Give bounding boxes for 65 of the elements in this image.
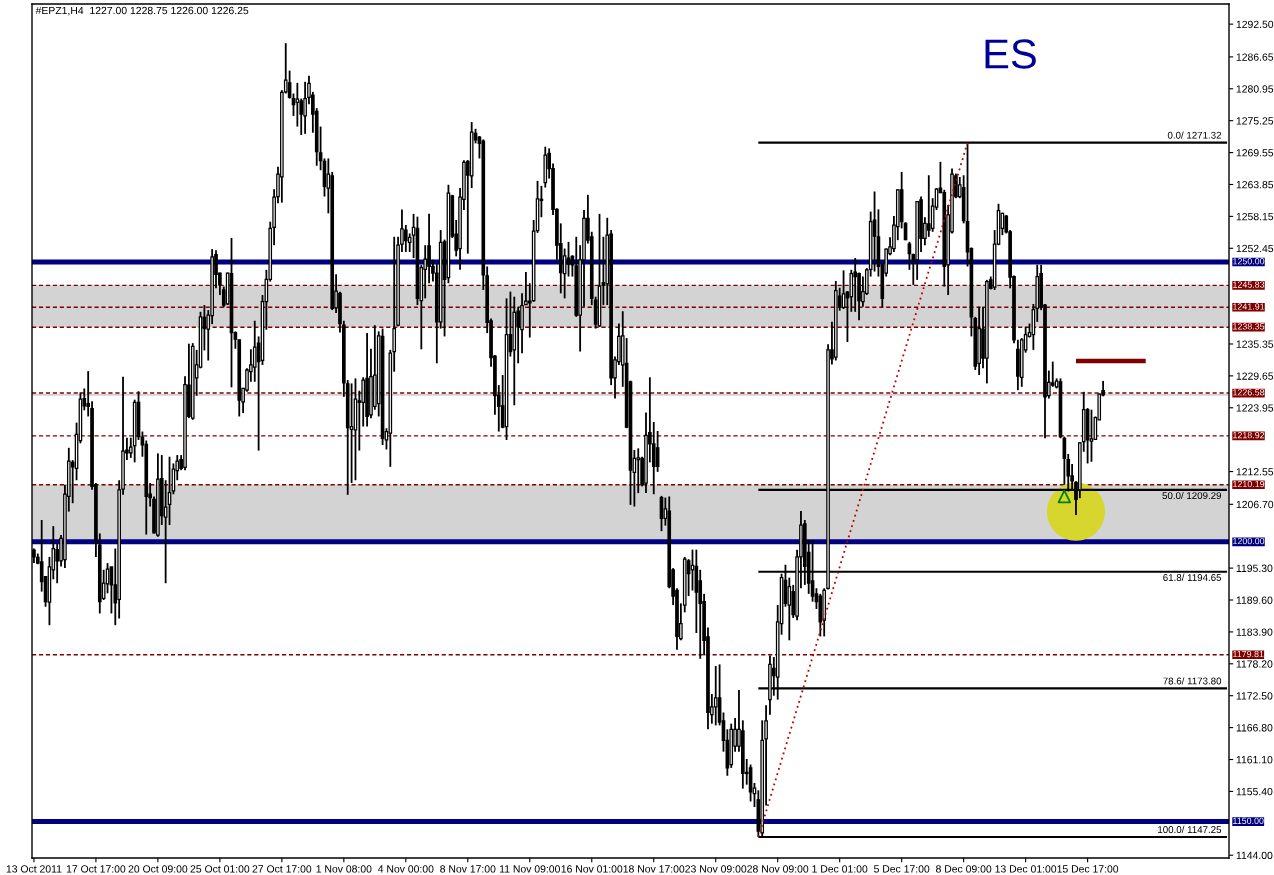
y-tick-label: 1195.30 bbox=[1236, 564, 1273, 572]
ref-line-label: 1226.58 bbox=[1233, 389, 1265, 396]
x-tick-label: 1 Dec 01:00 bbox=[812, 865, 868, 873]
y-tick-label: 1206.70 bbox=[1236, 500, 1274, 509]
candlestick bbox=[566, 240, 571, 278]
y-tick-label: 1286.65 bbox=[1236, 53, 1274, 61]
y-tick-label: 1189.60 bbox=[1236, 596, 1273, 604]
ref-line-label: 1241.91 bbox=[1233, 303, 1265, 310]
y-tick-label: 1223.95 bbox=[1236, 404, 1274, 412]
x-tick-label: 11 Nov 09:00 bbox=[499, 865, 560, 873]
line-series bbox=[757, 141, 969, 838]
x-tick-label: 18 Nov 17:00 bbox=[623, 865, 685, 873]
candlestick bbox=[403, 224, 408, 253]
x-tick-label: 28 Nov 09:00 bbox=[747, 865, 809, 873]
ref-line-label: 1250.00 bbox=[1233, 258, 1265, 265]
series-label: 50.0/ 1209.29 bbox=[1162, 491, 1222, 500]
series-label: 78.6/ 1173.80 bbox=[1163, 677, 1222, 685]
text: ES bbox=[985, 39, 1036, 69]
candlestick bbox=[926, 174, 931, 238]
candlestick bbox=[853, 257, 858, 313]
x-tick-label: 23 Nov 09:00 bbox=[685, 865, 747, 873]
y-tick-label: 1144.00 bbox=[1236, 851, 1273, 860]
y-tick-label: 1280.95 bbox=[1236, 85, 1274, 93]
y-tick-label: 1235.35 bbox=[1236, 340, 1274, 348]
ref-line-label: 1238.35 bbox=[1233, 323, 1265, 330]
x-tick-label: 13 Dec 01:00 bbox=[995, 865, 1057, 873]
y-tick-label: 1269.55 bbox=[1236, 149, 1274, 157]
candlestick bbox=[713, 665, 718, 727]
x-tick-label: 1 Nov 08:00 bbox=[316, 865, 372, 873]
annotation: #EPZ1,H4 1227.00 1228.75 1226.00 1226.25 bbox=[35, 6, 249, 16]
x-tick-label: 15 Dec 17:00 bbox=[1057, 865, 1119, 873]
series-label: 61.8/ 1194.65 bbox=[1163, 573, 1222, 581]
y-tick-label: 1263.85 bbox=[1236, 180, 1274, 189]
ref-line-label: 1179.81 bbox=[1233, 650, 1264, 658]
y-tick-label: 1172.50 bbox=[1236, 692, 1273, 700]
x-tick-label: 4 Nov 00:00 bbox=[377, 865, 434, 873]
y-tick-label: 1229.65 bbox=[1236, 372, 1274, 380]
series-label: 0.0/ 1271.32 bbox=[1167, 131, 1222, 139]
y-tick-label: 1212.55 bbox=[1236, 468, 1274, 476]
y-tick-label: 1275.25 bbox=[1236, 117, 1274, 125]
y-tick-label: 1166.80 bbox=[1236, 724, 1273, 732]
y-tick-label: 1258.15 bbox=[1236, 212, 1274, 221]
x-tick-label: 27 Oct 17:00 bbox=[252, 865, 312, 873]
y-tick-label: 1292.50 bbox=[1236, 20, 1274, 29]
x-tick-label: 8 Nov 17:00 bbox=[440, 865, 496, 873]
y-tick-label: 1252.45 bbox=[1236, 244, 1274, 253]
ref-line-label: 1245.83 bbox=[1233, 281, 1265, 288]
ref-line-label: 1210.19 bbox=[1233, 480, 1265, 488]
x-tick-label: 13 Oct 2011 bbox=[6, 865, 62, 873]
x-tick-label: 8 Dec 09:00 bbox=[936, 865, 992, 873]
candlestick bbox=[1089, 408, 1094, 463]
x-tick-label: 16 Nov 01:00 bbox=[561, 865, 623, 873]
x-tick-label: 25 Oct 01:00 bbox=[190, 865, 250, 873]
y-tick-label: 1178.20 bbox=[1236, 660, 1273, 668]
x-tick-label: 5 Dec 17:00 bbox=[874, 865, 930, 873]
ref-line-label: 1218.92 bbox=[1233, 432, 1265, 439]
series-label: 100.0/ 1147.25 bbox=[1158, 825, 1222, 834]
candlestick bbox=[303, 80, 307, 135]
ref-line-label: 1150.00 bbox=[1233, 817, 1264, 825]
y-tick-label: 1183.90 bbox=[1236, 628, 1273, 636]
ref-line-label: 1200.00 bbox=[1233, 537, 1265, 545]
x-tick-label: 17 Oct 17:00 bbox=[66, 865, 126, 873]
y-tick-label: 1155.40 bbox=[1236, 787, 1273, 796]
x-tick-label: 20 Oct 09:00 bbox=[128, 865, 188, 873]
y-tick-label: 1161.10 bbox=[1236, 756, 1273, 764]
